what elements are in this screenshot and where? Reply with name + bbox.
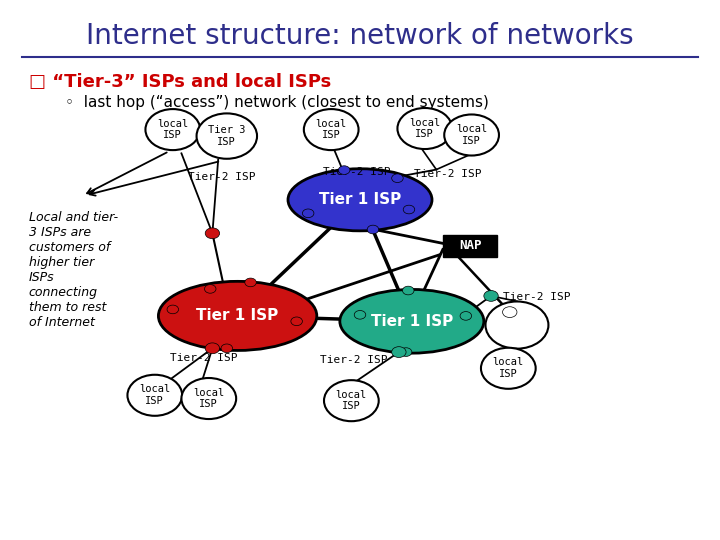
Ellipse shape xyxy=(288,168,432,231)
Text: local
ISP: local ISP xyxy=(456,124,487,146)
Circle shape xyxy=(392,347,406,357)
Circle shape xyxy=(367,225,379,234)
Text: local
ISP: local ISP xyxy=(409,118,441,139)
Circle shape xyxy=(204,285,216,293)
Ellipse shape xyxy=(340,289,484,353)
Text: local
ISP: local ISP xyxy=(336,390,367,411)
Circle shape xyxy=(485,292,497,300)
Text: □ “Tier-3” ISPs and local ISPs: □ “Tier-3” ISPs and local ISPs xyxy=(29,73,331,91)
Circle shape xyxy=(338,166,350,174)
Circle shape xyxy=(481,348,536,389)
Text: Tier-2 ISP: Tier-2 ISP xyxy=(320,355,388,365)
Text: Tier-2 ISP: Tier-2 ISP xyxy=(414,169,482,179)
Circle shape xyxy=(197,113,257,159)
Circle shape xyxy=(503,307,517,318)
Text: Tier 1 ISP: Tier 1 ISP xyxy=(371,314,453,329)
Text: Internet structure: network of networks: Internet structure: network of networks xyxy=(86,22,634,50)
Circle shape xyxy=(145,109,200,150)
Text: Tier-2 ISP: Tier-2 ISP xyxy=(188,172,256,182)
Text: local
ISP: local ISP xyxy=(157,119,189,140)
Circle shape xyxy=(205,228,220,239)
Circle shape xyxy=(302,209,314,218)
Text: local
ISP: local ISP xyxy=(492,357,524,379)
Text: local
ISP: local ISP xyxy=(315,119,347,140)
Circle shape xyxy=(245,278,256,287)
Circle shape xyxy=(291,317,302,326)
Circle shape xyxy=(167,305,179,314)
Text: Tier-2 ISP: Tier-2 ISP xyxy=(323,167,390,177)
Text: Tier 1 ISP: Tier 1 ISP xyxy=(197,308,279,323)
FancyBboxPatch shape xyxy=(443,235,497,256)
Text: local
ISP: local ISP xyxy=(193,388,225,409)
Circle shape xyxy=(392,174,403,183)
Circle shape xyxy=(484,291,498,301)
Text: Local and tier-
3 ISPs are
customers of
higher tier
ISPs
connecting
them to rest: Local and tier- 3 ISPs are customers of … xyxy=(29,211,118,329)
Circle shape xyxy=(324,380,379,421)
Circle shape xyxy=(304,109,359,150)
Circle shape xyxy=(485,301,549,349)
Circle shape xyxy=(460,312,472,320)
Text: NAP: NAP xyxy=(459,239,482,252)
Circle shape xyxy=(354,310,366,319)
Text: local
ISP: local ISP xyxy=(139,384,171,406)
Text: Tier-2 ISP: Tier-2 ISP xyxy=(503,292,570,302)
Circle shape xyxy=(444,114,499,156)
Circle shape xyxy=(402,286,414,295)
Circle shape xyxy=(221,344,233,353)
Circle shape xyxy=(403,205,415,214)
Circle shape xyxy=(127,375,182,416)
Text: Tier-2 ISP: Tier-2 ISP xyxy=(170,353,238,363)
Text: Tier 3
ISP: Tier 3 ISP xyxy=(208,125,246,147)
Circle shape xyxy=(397,108,452,149)
Text: ◦  last hop (“access”) network (closest to end systems): ◦ last hop (“access”) network (closest t… xyxy=(65,94,489,110)
Circle shape xyxy=(205,343,220,354)
Circle shape xyxy=(400,348,412,356)
Circle shape xyxy=(181,378,236,419)
Text: Tier 1 ISP: Tier 1 ISP xyxy=(319,192,401,207)
Ellipse shape xyxy=(158,281,317,350)
